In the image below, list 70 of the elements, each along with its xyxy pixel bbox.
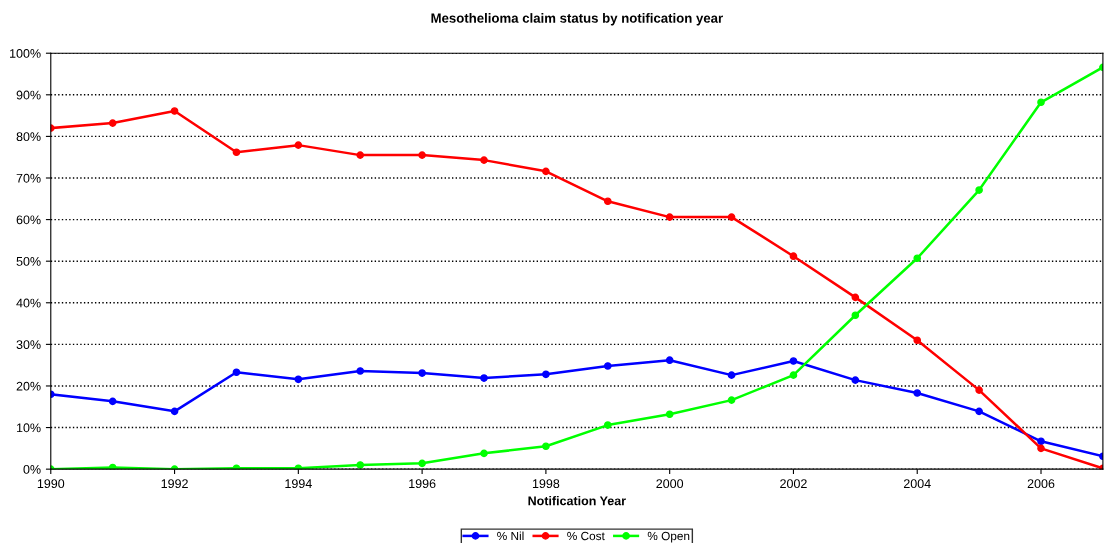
y-tick-label: 90% xyxy=(16,90,41,100)
point xyxy=(418,459,426,468)
point xyxy=(232,148,241,157)
point xyxy=(727,213,736,221)
point xyxy=(542,370,550,379)
point xyxy=(542,442,550,451)
y-tick-label: 100% xyxy=(10,49,41,58)
point xyxy=(665,213,674,221)
x-tick-label: 1998 xyxy=(532,479,560,489)
point xyxy=(913,336,922,345)
point xyxy=(108,397,117,406)
y-tick-label: 50% xyxy=(16,256,41,266)
y-tick-label: 40% xyxy=(16,298,41,308)
point xyxy=(480,374,488,382)
point xyxy=(232,368,241,377)
point xyxy=(665,410,674,419)
point xyxy=(356,367,365,375)
x-axis-title: Notification Year xyxy=(528,496,626,506)
point xyxy=(480,156,488,164)
point xyxy=(789,371,798,379)
point xyxy=(294,141,303,149)
point xyxy=(789,357,798,365)
x-tick-label: 2000 xyxy=(656,479,684,489)
point xyxy=(542,167,550,176)
y-tick-label: 80% xyxy=(16,132,41,142)
point xyxy=(851,376,860,384)
point xyxy=(108,463,117,470)
point xyxy=(480,449,488,458)
x-tick-label: 1996 xyxy=(409,479,436,489)
point xyxy=(294,375,303,384)
x-tick-label: 1992 xyxy=(161,479,188,489)
point xyxy=(170,107,179,115)
point xyxy=(603,197,612,206)
point xyxy=(170,407,179,416)
point xyxy=(1037,98,1045,107)
point xyxy=(603,362,612,370)
x-tick-label: 1990 xyxy=(37,479,65,489)
point xyxy=(727,396,736,404)
point xyxy=(975,186,983,194)
point xyxy=(1037,437,1045,446)
point xyxy=(913,389,922,397)
point xyxy=(1037,444,1045,453)
legend-label: % Open xyxy=(647,531,690,543)
x-tick-label: 1994 xyxy=(285,479,312,489)
point xyxy=(913,254,922,263)
point xyxy=(356,461,365,469)
point xyxy=(851,293,860,302)
legend-label: % Cost xyxy=(567,531,605,541)
y-tick-label: 0% xyxy=(23,464,41,474)
y-tick-label: 30% xyxy=(16,340,41,350)
point xyxy=(851,311,860,320)
point xyxy=(418,369,426,377)
point xyxy=(789,252,798,261)
point xyxy=(108,119,117,127)
y-tick-label: 60% xyxy=(16,215,41,225)
point xyxy=(418,151,426,159)
point xyxy=(356,151,365,159)
point xyxy=(975,386,983,394)
chart-title: Mesothelioma claim status by notification year xyxy=(431,13,723,26)
point xyxy=(665,356,674,364)
x-tick-label: 2006 xyxy=(1027,479,1055,489)
y-tick-label: 70% xyxy=(16,173,41,183)
x-tick-label: 2002 xyxy=(780,479,807,489)
legend-label: % Nil xyxy=(497,531,524,541)
point xyxy=(727,371,736,379)
point xyxy=(603,421,612,429)
x-tick-label: 2004 xyxy=(903,479,931,489)
y-tick-label: 10% xyxy=(17,423,41,433)
point xyxy=(975,407,983,416)
y-tick-label: 20% xyxy=(16,381,41,391)
